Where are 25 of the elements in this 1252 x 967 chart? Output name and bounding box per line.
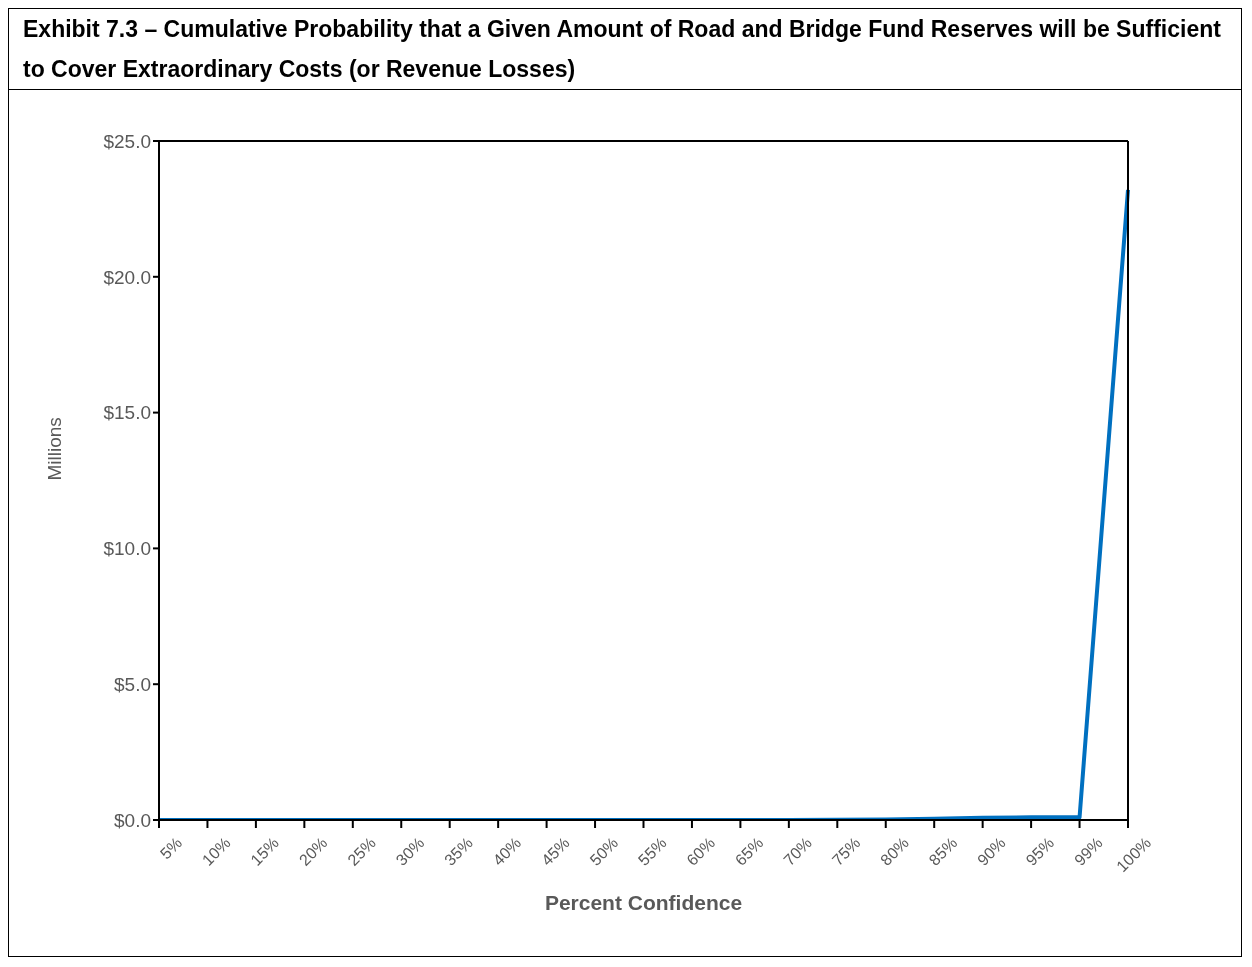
x-tick-label: 60%	[683, 834, 719, 869]
y-tick-label: $15.0	[103, 402, 151, 424]
x-tick-label: 85%	[925, 834, 961, 869]
y-tick-label: $5.0	[114, 673, 151, 695]
x-tick-label: 90%	[974, 834, 1009, 869]
y-tick-label: $0.0	[114, 809, 151, 831]
y-axis-title: Millions	[43, 417, 65, 481]
x-tick-label: 40%	[489, 834, 525, 869]
x-tick-label: 75%	[828, 834, 864, 869]
x-tick-label: 55%	[634, 834, 670, 869]
x-tick-label: 45%	[538, 834, 573, 869]
x-tick-label: 65%	[731, 834, 767, 869]
x-axis-title: Percent Confidence	[544, 891, 743, 914]
x-tick-label: 70%	[780, 834, 815, 869]
y-tick-label: $25.0	[103, 130, 151, 152]
x-tick-label: 95%	[1022, 834, 1058, 869]
x-tick-label: 5%	[156, 834, 186, 863]
x-tick-label: 50%	[586, 834, 622, 869]
x-tick-label: 35%	[441, 834, 476, 869]
y-tick-label: $20.0	[103, 266, 151, 288]
y-tick-label: $10.0	[103, 538, 151, 560]
x-tick-label: 30%	[392, 834, 428, 869]
chart-title: Exhibit 7.3 – Cumulative Probability that a Given Amount of Road and Bridge Fund Reserves will be Sufficient to Cover Extraordinary Costs (or Revenue Losses)	[9, 9, 1241, 90]
x-tick-label: 80%	[877, 834, 912, 869]
x-tick-label: 99%	[1071, 834, 1106, 869]
